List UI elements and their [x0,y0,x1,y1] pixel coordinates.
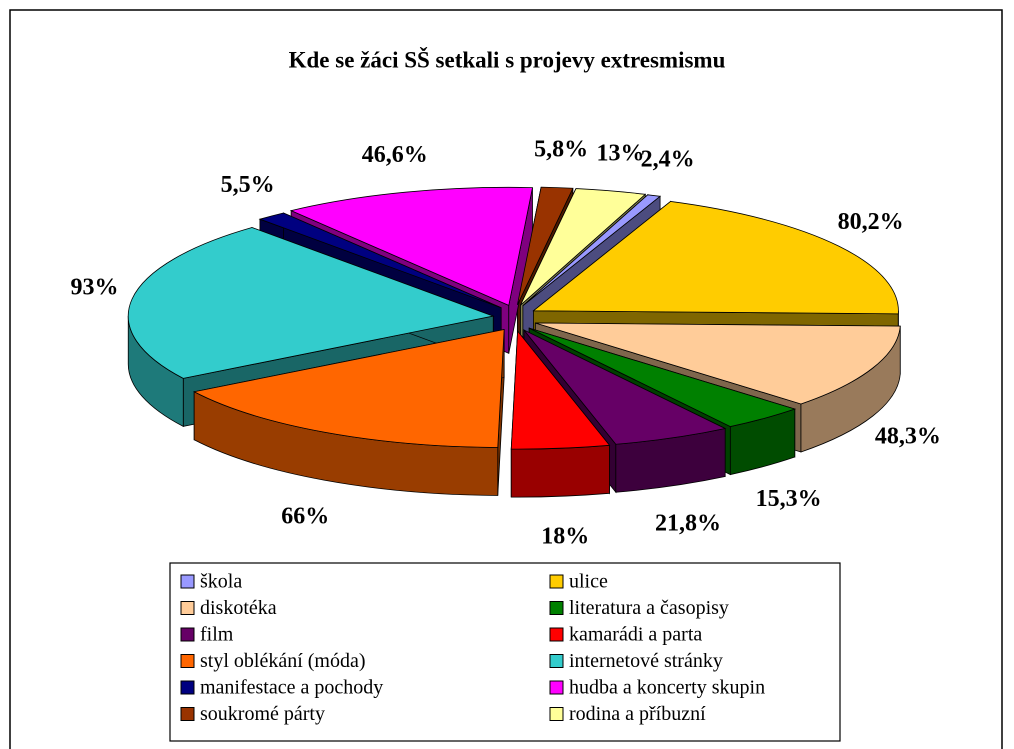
legend-swatch [180,707,195,721]
pie-slice [127,227,495,379]
data-label: 46,6% [362,142,428,168]
pie-slice [289,186,533,306]
pie-slice [516,186,574,306]
legend-label: hudba a koncerty skupin [569,677,765,699]
pie-slice [192,328,505,448]
slice-wall [510,444,610,498]
legend-box [169,562,841,742]
data-label: 15,3% [756,486,822,512]
data-label: 21,8% [655,510,721,536]
legend-label: literatura a časopisy [569,597,729,619]
data-label: 66% [281,503,329,529]
data-label: 13% [597,141,645,167]
legend-label: internetové stránky [569,650,723,672]
legend-label: škola [200,571,242,593]
legend-label: ulice [569,571,608,593]
legend-label: diskotéka [200,597,277,619]
data-label: 80,2% [838,209,904,235]
pie-slice [258,212,502,309]
legend-swatch [180,654,195,668]
legend-label: styl oblékání (móda) [200,650,366,672]
legend-swatch [549,654,564,668]
data-label: 48,3% [875,424,941,450]
legend-label: soukromé párty [200,703,325,725]
pie-slice [535,322,901,405]
data-label: 5,5% [221,172,275,198]
data-label: 93% [71,275,119,301]
pie-slice [520,188,647,306]
legend-swatch [180,574,195,589]
pie-slice [510,330,611,450]
data-label: 2,4% [641,146,695,172]
legend-swatch [549,627,564,642]
legend-swatch [180,680,195,695]
data-label: 18% [541,523,589,549]
legend-label: rodina a příbuzní [569,703,706,725]
data-label: 5,8% [534,136,588,162]
legend-swatch [549,680,564,695]
pie-slice [523,329,727,445]
legend-swatch [180,601,195,615]
pie-tops [127,186,901,450]
pie-slice [522,194,662,306]
chart-title: Kde se žáci SŠ setkali s projevy extresm… [289,46,726,72]
legend-swatch [180,627,195,642]
legend-swatch [549,574,564,589]
legend-swatch [549,601,564,615]
legend-label: kamarádi a parta [569,624,702,646]
legend-label: manifestace a pochody [200,677,383,699]
pie-slice [528,327,797,427]
legend-swatch [549,707,564,721]
legend-label: film [200,624,234,646]
pie-slice [532,201,899,315]
